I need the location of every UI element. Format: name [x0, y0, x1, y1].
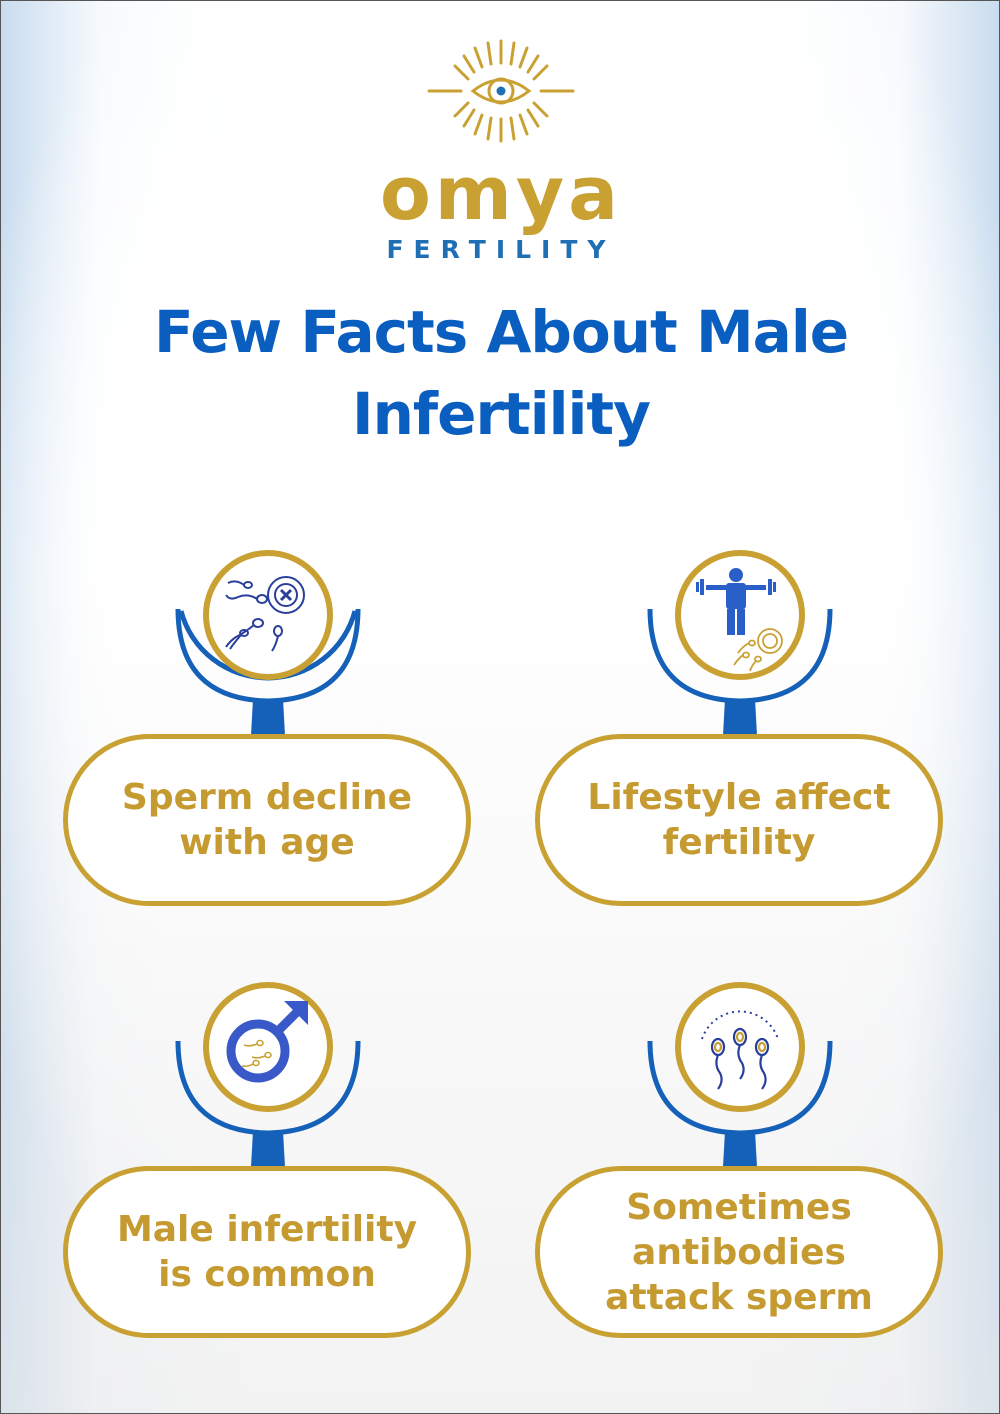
antibodies-sperm-icon [701, 1010, 779, 1090]
fact-text-box: Lifestyle affect fertility [535, 734, 943, 906]
fact-card-lifestyle: Lifestyle affect fertility [535, 549, 955, 929]
exercise-lifestyle-icon [696, 568, 783, 672]
sperm-egg-blocked-icon [225, 576, 305, 652]
fact-text-box: Sometimes antibodies attack sperm [535, 1166, 943, 1338]
fact-text: Sometimes antibodies attack sperm [605, 1186, 873, 1318]
fact-text-box: Male infertility is common [63, 1166, 471, 1338]
page-title: Few Facts About Male Infertility [153, 298, 849, 448]
fact-text: Lifestyle affect fertility [587, 777, 891, 863]
brand-name: omya [379, 151, 623, 237]
fact-card-common: Male infertility is common [63, 981, 483, 1361]
fact-text: Male infertility is common [116, 1209, 418, 1295]
fact-text-box: Sperm decline with age [63, 734, 471, 906]
brand-subtitle: FERTILITY [386, 235, 616, 264]
fact-text: Sperm decline with age [121, 777, 413, 863]
sun-logo-icon [427, 39, 575, 143]
male-symbol-icon [226, 1001, 308, 1083]
fact-card-sperm-age: Sperm decline with age [63, 549, 483, 929]
fact-card-antibodies: Sometimes antibodies attack sperm [535, 981, 955, 1361]
